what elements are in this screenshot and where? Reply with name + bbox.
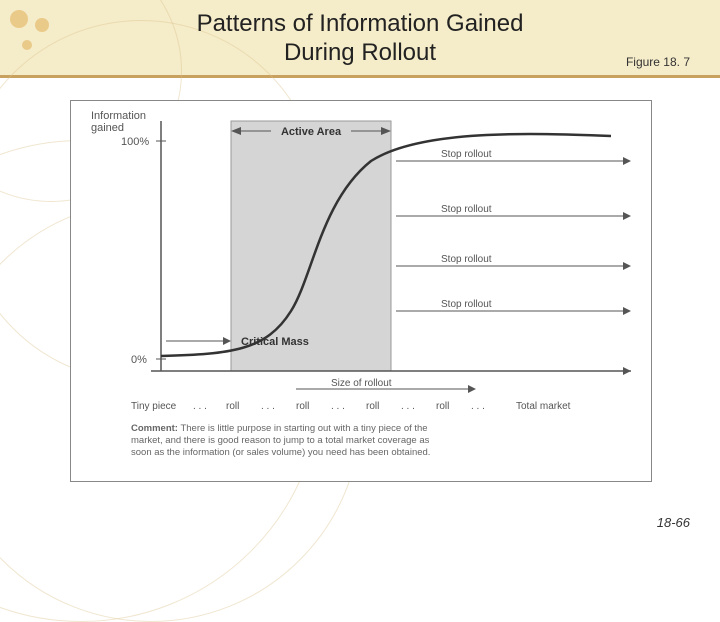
comment-text: Comment: There is little purpose in star… — [131, 423, 432, 458]
stop-rollout-arrow: Stop rollout — [396, 149, 631, 165]
arrowhead-right-icon — [623, 212, 631, 220]
y-axis-title: Information gained — [91, 110, 149, 134]
chart-container: Information gained 100% 0% Active Area S… — [70, 100, 652, 482]
x-dots: . . . — [331, 401, 345, 412]
x-dots: . . . — [261, 401, 275, 412]
information-curve-chart: Information gained 100% 0% Active Area S… — [71, 101, 651, 481]
critical-mass-label: Critical Mass — [241, 336, 309, 348]
arrowhead-right-icon — [623, 262, 631, 270]
y-label-0: 0% — [131, 354, 147, 366]
stop-rollout-arrow: Stop rollout — [396, 254, 631, 270]
stop-rollout-arrow: Stop rollout — [396, 204, 631, 220]
slide-title: Patterns of Information Gained During Ro… — [0, 10, 720, 68]
active-area-label: Active Area — [281, 126, 342, 138]
x-axis-title: Size of rollout — [331, 378, 392, 389]
x-dots: . . . — [193, 401, 207, 412]
x-label-roll: roll — [436, 401, 449, 412]
stop-rollout-label: Stop rollout — [441, 299, 492, 310]
y-label-100: 100% — [121, 136, 149, 148]
arrowhead-right-icon — [623, 307, 631, 315]
x-dots: . . . — [401, 401, 415, 412]
arrowhead-right-icon — [223, 337, 231, 345]
x-label-start: Tiny piece — [131, 401, 177, 412]
arrowhead-right-icon — [623, 157, 631, 165]
title-line2: During Rollout — [284, 39, 436, 66]
arrowhead-right-icon — [468, 385, 476, 393]
slide-header: Patterns of Information Gained During Ro… — [0, 0, 720, 78]
stop-rollout-label: Stop rollout — [441, 204, 492, 215]
stop-rollout-arrow: Stop rollout — [396, 299, 631, 315]
x-label-roll: roll — [296, 401, 309, 412]
x-axis-arrowhead — [623, 367, 631, 375]
x-dots: . . . — [471, 401, 485, 412]
x-label-end: Total market — [516, 401, 571, 412]
x-label-roll: roll — [366, 401, 379, 412]
title-line1: Patterns of Information Gained — [197, 10, 524, 37]
stop-rollout-label: Stop rollout — [441, 254, 492, 265]
active-area-band — [231, 121, 391, 371]
stop-rollout-label: Stop rollout — [441, 149, 492, 160]
figure-number: Figure 18. 7 — [626, 55, 690, 69]
x-label-roll: roll — [226, 401, 239, 412]
page-number: 18-66 — [657, 515, 690, 530]
